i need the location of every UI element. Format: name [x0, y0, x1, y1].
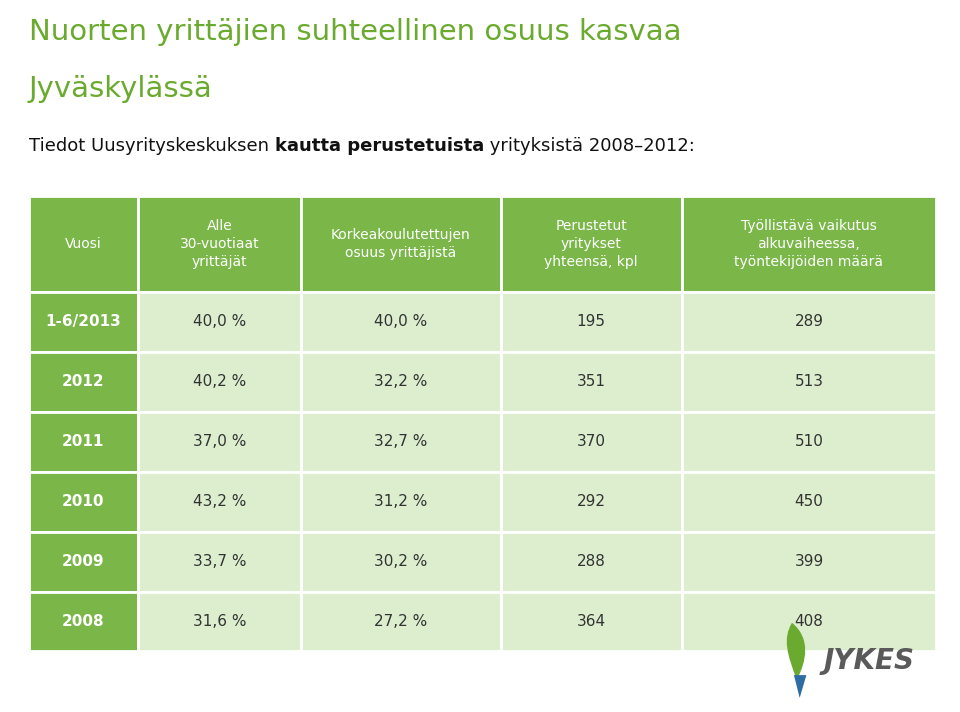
Text: 40,0 %: 40,0 %	[193, 315, 246, 330]
Text: Vuosi: Vuosi	[65, 237, 102, 251]
Text: 408: 408	[795, 614, 824, 629]
Text: 450: 450	[795, 494, 824, 509]
Text: 27,2 %: 27,2 %	[374, 614, 427, 629]
Text: 30,2 %: 30,2 %	[374, 554, 427, 569]
Text: 2010: 2010	[62, 494, 105, 509]
Text: 32,7 %: 32,7 %	[374, 434, 427, 449]
Text: 31,6 %: 31,6 %	[193, 614, 246, 629]
Text: Perustetut
yritykset
yhteensä, kpl: Perustetut yritykset yhteensä, kpl	[544, 219, 638, 268]
Text: Korkeakoulutettujen
osuus yrittäjistä: Korkeakoulutettujen osuus yrittäjistä	[331, 228, 470, 260]
Text: 2009: 2009	[61, 554, 105, 569]
Text: 43,2 %: 43,2 %	[193, 494, 246, 509]
Text: Tiedot Uusyrityskeskuksen: Tiedot Uusyrityskeskuksen	[29, 137, 275, 155]
Text: 351: 351	[577, 375, 606, 389]
Text: yrityksistä 2008–2012:: yrityksistä 2008–2012:	[484, 137, 695, 155]
Text: 399: 399	[794, 554, 824, 569]
Text: 292: 292	[577, 494, 606, 509]
Text: Työllistävä vaikutus
alkuvaiheessa,
työntekijöiden määrä: Työllistävä vaikutus alkuvaiheessa, työn…	[734, 219, 883, 268]
Text: 40,0 %: 40,0 %	[374, 315, 427, 330]
Text: 289: 289	[795, 315, 824, 330]
Text: 40,2 %: 40,2 %	[193, 375, 246, 389]
Text: kautta perustetuista: kautta perustetuista	[275, 137, 484, 155]
Text: Alle
30-vuotiaat
yrittäjät: Alle 30-vuotiaat yrittäjät	[180, 219, 259, 268]
Text: 37,0 %: 37,0 %	[193, 434, 246, 449]
Text: 370: 370	[577, 434, 606, 449]
Text: 32,2 %: 32,2 %	[374, 375, 427, 389]
Text: 195: 195	[577, 315, 606, 330]
Text: 2008: 2008	[61, 614, 105, 629]
Text: 2012: 2012	[61, 375, 105, 389]
Text: 364: 364	[577, 614, 606, 629]
Text: Nuorten yrittäjien suhteellinen osuus kasvaa: Nuorten yrittäjien suhteellinen osuus ka…	[29, 18, 682, 46]
Text: Jyväskylässä: Jyväskylässä	[29, 75, 212, 103]
Text: 33,7 %: 33,7 %	[193, 554, 246, 569]
Text: 1-6/2013: 1-6/2013	[45, 315, 121, 330]
Text: 2011: 2011	[62, 434, 105, 449]
Text: JYKES: JYKES	[824, 646, 915, 675]
Text: 288: 288	[577, 554, 606, 569]
Text: 31,2 %: 31,2 %	[374, 494, 427, 509]
Text: 513: 513	[795, 375, 824, 389]
Text: 510: 510	[795, 434, 824, 449]
